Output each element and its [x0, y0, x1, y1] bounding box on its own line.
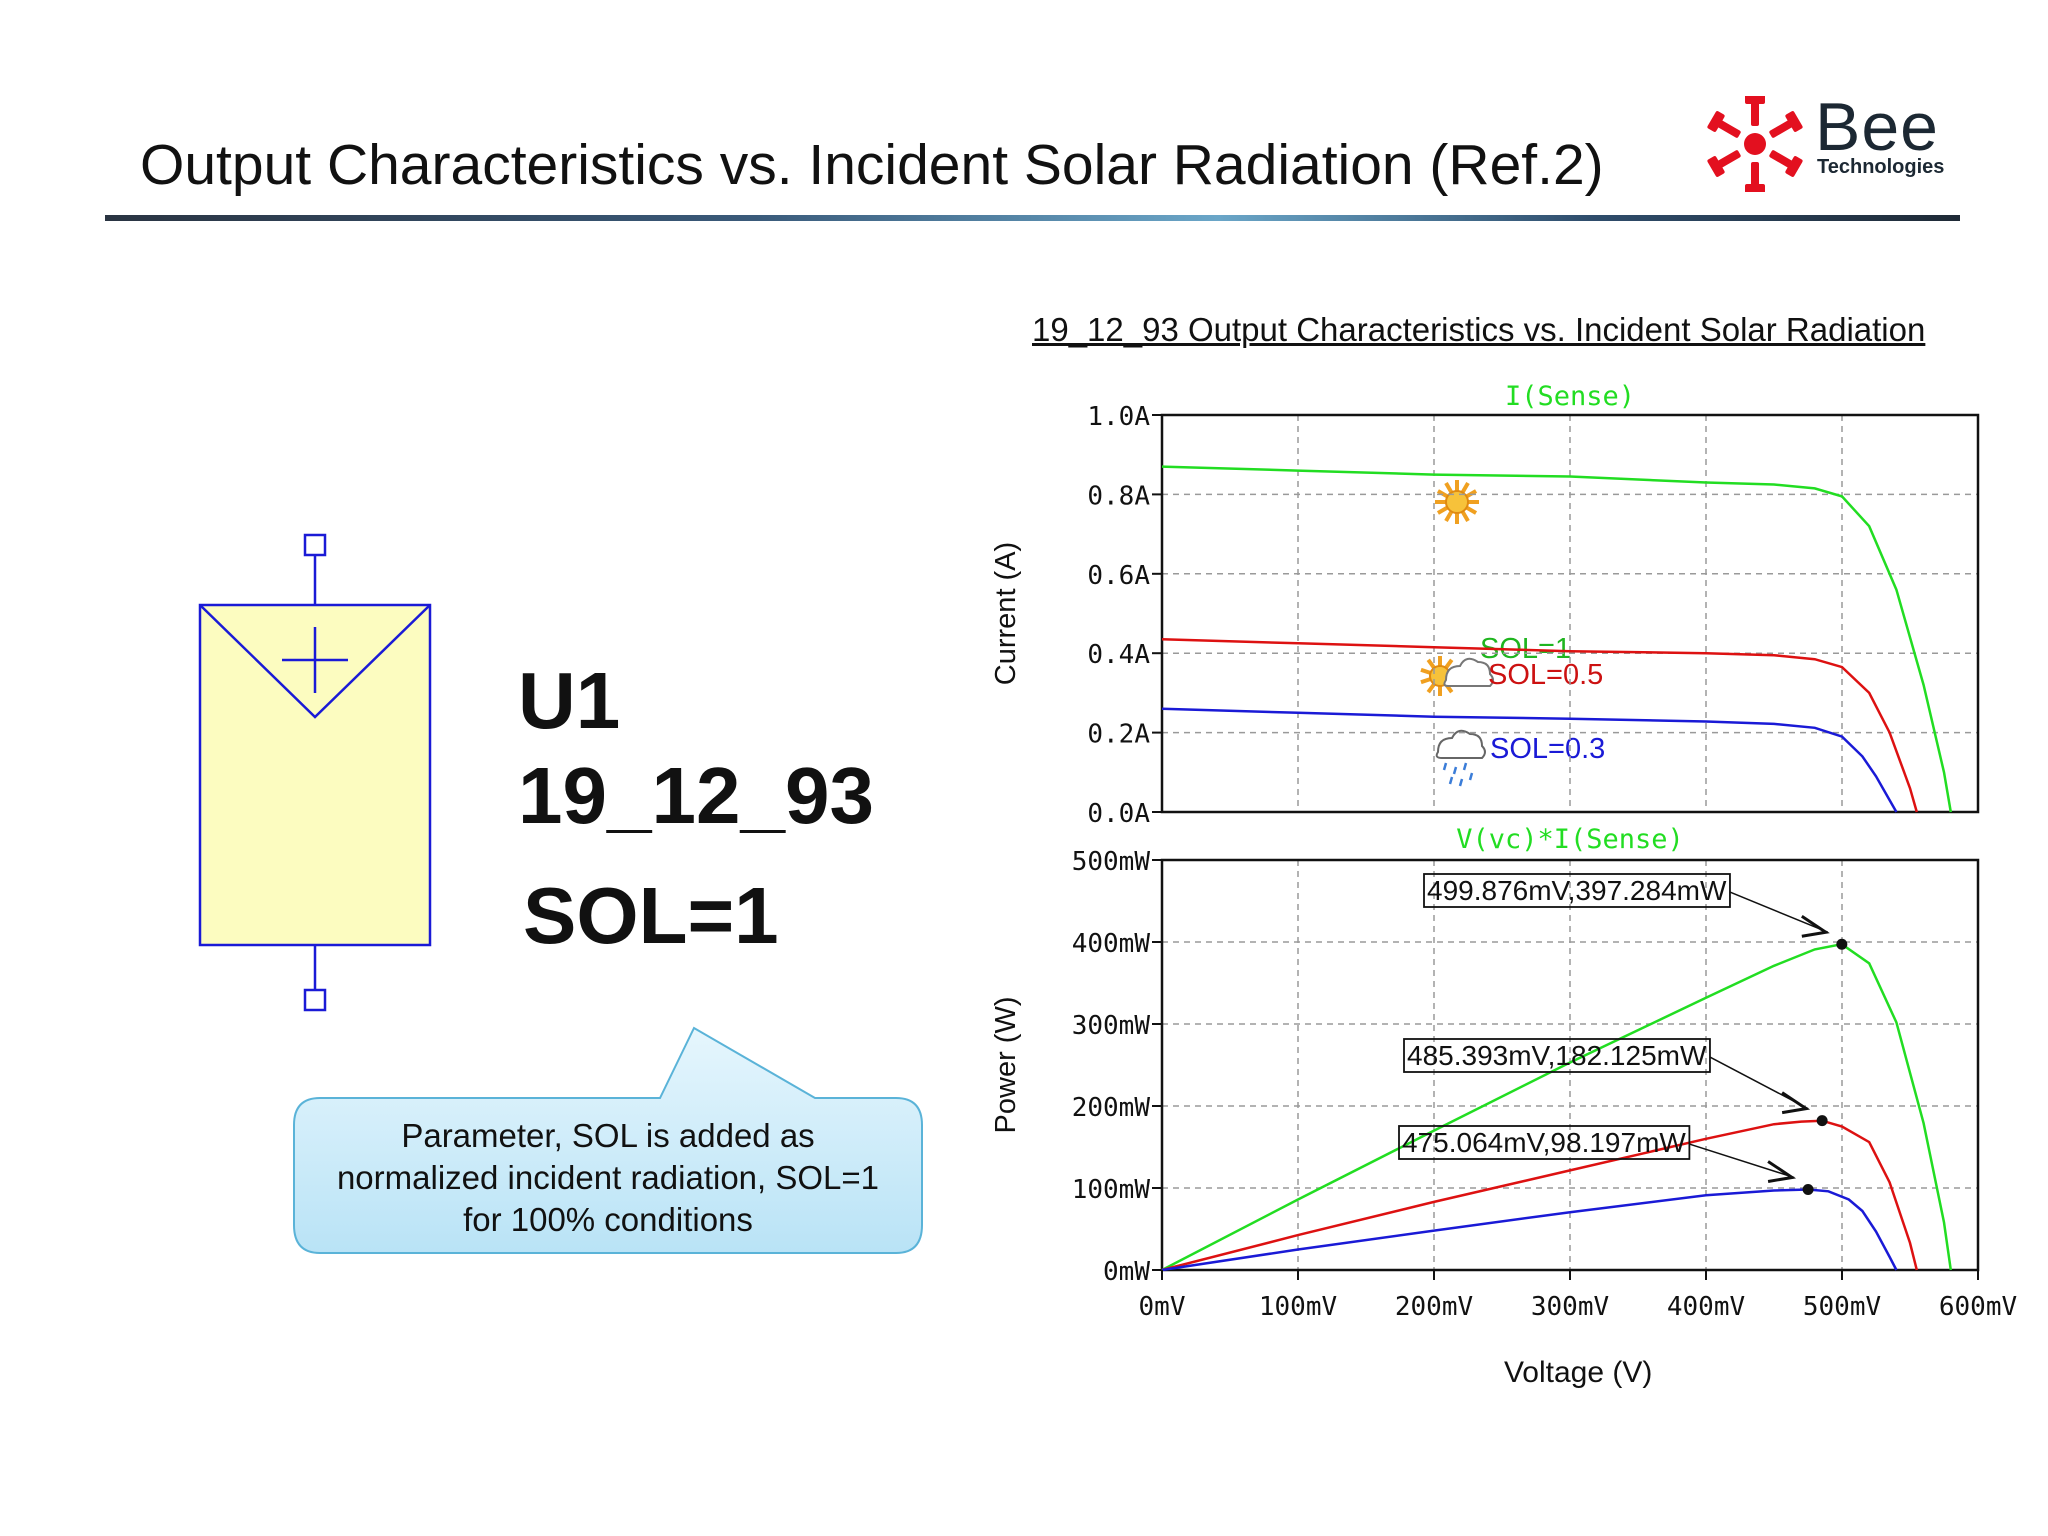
- voltage-xtick-label: 600mV: [1939, 1292, 2017, 1322]
- power-ytick-label: 400mW: [1072, 929, 1151, 959]
- voltage-xtick-label: 400mV: [1667, 1292, 1745, 1322]
- legend-sol05: SOL=0.5: [1488, 659, 1603, 691]
- current-ytick-label: 0.6A: [1087, 561, 1150, 591]
- power-series-line: [1161, 1119, 1919, 1272]
- voltage-axis-label: Voltage (V): [1504, 1356, 1652, 1389]
- annotation-box: [1423, 873, 1731, 908]
- rain-drop: [1458, 778, 1464, 787]
- voltage-xtick-label: 0mV: [1139, 1292, 1186, 1322]
- sun-ray: [1436, 489, 1450, 499]
- company-logo: Bee Technologies: [1700, 89, 1960, 194]
- power-trace-label: V(vc)*I(Sense): [1456, 824, 1684, 855]
- logo-subtitle: Technologies: [1817, 156, 1945, 178]
- voltage-xtick-label: 300mV: [1531, 1292, 1609, 1322]
- chart-title: 19_12_93 Output Characteristics vs. Inci…: [1032, 311, 1926, 348]
- part-ref: U1: [518, 656, 621, 745]
- logo-word: Bee: [1815, 89, 1939, 165]
- annotation-leader: [1689, 1143, 1795, 1179]
- bee-logo-icon: [1706, 94, 1804, 194]
- part-param: SOL=1: [523, 871, 779, 960]
- power-ytick-label: 100mW: [1072, 1175, 1151, 1205]
- sun-ray: [1444, 509, 1454, 523]
- sun-icon: [1435, 480, 1479, 524]
- rain-drop: [1452, 766, 1458, 775]
- annotation-leader: [1729, 891, 1829, 933]
- callout-bubble: [293, 1026, 923, 1254]
- power-series-line: [1161, 942, 1953, 1272]
- top-pin: [303, 533, 327, 557]
- sun-ray: [1436, 505, 1450, 515]
- power-ytick-label: 500mW: [1072, 847, 1151, 877]
- rain-drop: [1468, 772, 1474, 781]
- legend-sol03: SOL=0.3: [1490, 733, 1605, 765]
- arrow-icon: [1767, 1160, 1797, 1183]
- voltage-xtick-label: 100mV: [1259, 1292, 1337, 1322]
- power-ytick-label: 0mW: [1103, 1257, 1150, 1287]
- current-ytick-label: 0.2A: [1087, 720, 1150, 750]
- partly-sunny-icon: [1420, 656, 1494, 696]
- power-ytick-label: 200mW: [1072, 1093, 1151, 1123]
- max-power-annotation: 499.876mV,397.284mW: [1427, 875, 1727, 906]
- current-series-line: [1161, 465, 1953, 813]
- cloud-shape: [1443, 657, 1494, 687]
- iv-power-chart: I(Sense) V(vc)*I(Sense) Current (A) Powe…: [990, 381, 2017, 1389]
- part-name: 19_12_93: [518, 751, 874, 840]
- rain-drop: [1448, 776, 1454, 785]
- power-series-line: [1161, 1188, 1898, 1272]
- sun-ray: [1464, 505, 1478, 515]
- rain-cloud-icon: [1435, 729, 1486, 787]
- voltage-xtick-label: 500mV: [1803, 1292, 1881, 1322]
- power-axis-label: Power (W): [990, 997, 1022, 1134]
- max-power-annotation: 485.393mV,182.125mW: [1407, 1040, 1707, 1071]
- sun-ray: [1460, 509, 1470, 523]
- arrow-icon: [1781, 1091, 1811, 1115]
- arrow-icon: [1800, 914, 1830, 938]
- rain-drop: [1442, 762, 1448, 771]
- max-power-annotation: 475.064mV,98.197mW: [1402, 1127, 1686, 1158]
- current-ytick-label: 0.0A: [1087, 799, 1150, 829]
- max-power-marker: [1802, 1183, 1814, 1195]
- current-ytick-label: 0.4A: [1087, 640, 1150, 670]
- voltage-xtick-label: 200mV: [1395, 1292, 1473, 1322]
- current-trace-label: I(Sense): [1505, 381, 1635, 412]
- max-power-marker: [1816, 1115, 1828, 1127]
- current-series-line: [1161, 707, 1898, 813]
- current-ytick-label: 1.0A: [1087, 402, 1150, 432]
- pv-cell-symbol: [198, 533, 432, 1012]
- callout-text: Parameter, SOL is added as normalized in…: [290, 1115, 926, 1241]
- max-power-marker: [1836, 938, 1848, 950]
- title-rule: [105, 215, 1960, 221]
- current-axis-label: Current (A): [990, 542, 1022, 685]
- callout-line: for 100% conditions: [463, 1201, 753, 1238]
- power-ytick-label: 300mW: [1072, 1011, 1151, 1041]
- callout-line: normalized incident radiation, SOL=1: [336, 1159, 880, 1196]
- sun-core: [1445, 490, 1469, 514]
- slide-title: Output Characteristics vs. Incident Sola…: [140, 133, 1604, 197]
- current-series-line: [1161, 638, 1919, 813]
- annotation-box: [1403, 1038, 1711, 1073]
- annotation-box: [1398, 1125, 1691, 1160]
- rain-drop: [1462, 762, 1468, 771]
- cloud-shape: [1435, 729, 1486, 759]
- current-frame: [1160, 413, 1980, 814]
- callout-line: Parameter, SOL is added as: [401, 1117, 815, 1154]
- current-ytick-label: 0.8A: [1087, 481, 1150, 511]
- bottom-pin: [303, 988, 327, 1012]
